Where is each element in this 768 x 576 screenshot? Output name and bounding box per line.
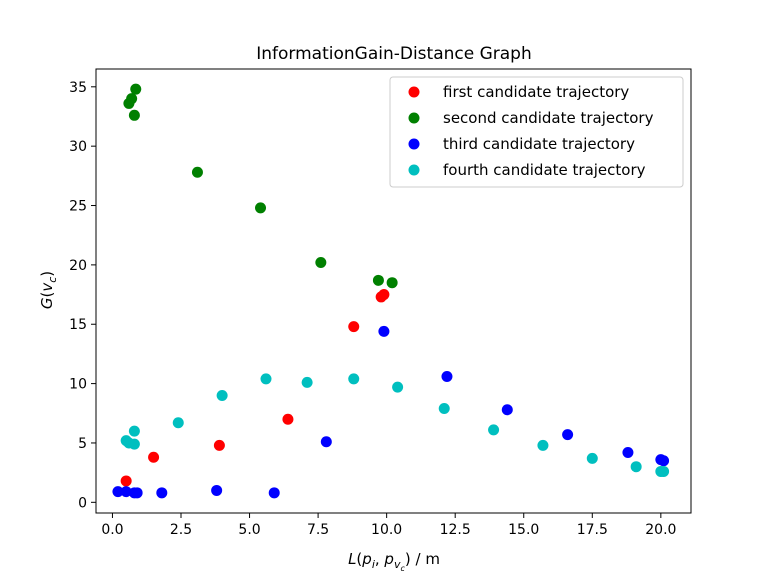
y-tick-label-1: 0	[78, 495, 87, 511]
series-3-point-6	[211, 484, 223, 496]
series-4-point-10	[392, 381, 404, 393]
y-label-close: )	[38, 271, 56, 277]
legend-label-4: fourth candidate trajectory	[443, 161, 646, 179]
y-tick-label-3: 10	[69, 377, 87, 393]
x-tick-label-5: 10.0	[371, 522, 402, 538]
x-axis-label: L(pi, pvc) / m	[348, 550, 440, 573]
x-label-b-subsub: c	[400, 564, 405, 573]
series-4-point-12	[488, 424, 500, 436]
y-label-a-sub: c	[46, 277, 59, 283]
series-3-point-10	[441, 370, 453, 382]
x-label-b-sub: v	[394, 558, 401, 571]
series-3-point-2	[120, 486, 132, 498]
y-tick-label-6: 25	[69, 199, 87, 215]
x-tick-label-6: 12.5	[440, 522, 471, 538]
series-4-point-3	[128, 438, 140, 450]
series-2-point-4	[130, 83, 142, 95]
legend-marker-2	[408, 112, 420, 124]
series-2-point-6	[255, 202, 267, 214]
series-1-point-2	[148, 451, 160, 463]
series-4-point-11	[438, 403, 450, 415]
series-4-point-6	[216, 389, 228, 401]
x-label-a: p	[361, 550, 372, 568]
series-4-point-8	[301, 376, 313, 388]
series-1-point-4	[282, 413, 294, 425]
y-axis-label: G(vc)	[38, 271, 59, 309]
series-2-point-8	[372, 274, 384, 286]
y-label-open: (	[38, 292, 56, 298]
series-3-point-1	[112, 486, 124, 498]
series-3-point-11	[501, 404, 513, 416]
y-tick-label-8: 35	[69, 80, 87, 96]
x-tick-label-1: 0.0	[101, 522, 123, 538]
legend-marker-3	[408, 138, 420, 150]
series-2-point-5	[191, 166, 203, 178]
x-tick-label-4: 7.5	[307, 522, 329, 538]
series-2-point-2	[126, 93, 138, 105]
x-tick-label-2: 2.5	[170, 522, 192, 538]
y-tick-label-5: 20	[69, 258, 87, 274]
series-4-point-13	[537, 439, 549, 451]
series-4-point-9	[348, 373, 360, 385]
x-label-unit: / m	[411, 550, 440, 568]
legend-label-1: first candidate trajectory	[443, 83, 629, 101]
chart-title: InformationGain-Distance Graph	[256, 44, 532, 64]
x-label-a-sub: i	[372, 558, 375, 571]
series-4-point-5	[172, 417, 184, 429]
x-label-sep: ,	[375, 550, 385, 568]
x-label-b: p	[383, 550, 394, 568]
x-tick-label-7: 15.0	[508, 522, 539, 538]
axes-frame	[95, 68, 692, 514]
series-3-point-5	[156, 487, 168, 499]
legend-label-2: second candidate trajectory	[443, 109, 654, 127]
series-1-point-3	[213, 439, 225, 451]
y-label-a: v	[38, 282, 56, 292]
series-2-point-9	[386, 277, 398, 289]
y-label-base: G	[38, 298, 56, 310]
series-3-point-7	[268, 487, 280, 499]
x-label-base: L	[348, 550, 356, 568]
axes: 0.0 2.5 5.0 7.5 10.0 12.5 15.0 17.5 20.0 0 5 10 15 20…	[69, 68, 692, 538]
series-3-point-8	[320, 436, 332, 448]
legend-label-3: third candidate trajectory	[443, 135, 635, 153]
series-3-point-15	[658, 455, 670, 467]
series-3-point-12	[562, 429, 574, 441]
plot-area	[112, 83, 670, 499]
y-tick-label-7: 30	[69, 139, 87, 155]
series-4-point-7	[260, 373, 272, 385]
legend-marker-1	[408, 86, 420, 98]
x-tick-label-3: 5.0	[238, 522, 260, 538]
series-4-point-17	[658, 465, 670, 477]
series-1-point-7	[378, 289, 390, 301]
series-4-point-4	[128, 425, 140, 437]
x-label-close: )	[405, 550, 411, 568]
series-4-point-15	[630, 461, 642, 473]
x-tick-label-8: 17.5	[577, 522, 608, 538]
series-3-point-4	[131, 487, 143, 499]
legend-marker-4	[408, 164, 420, 176]
series-1-point-1	[120, 475, 132, 487]
series-3-point-9	[378, 325, 390, 337]
x-label-open: (	[356, 550, 362, 568]
series-4-point-14	[586, 452, 598, 464]
x-tick-label-9: 20.0	[645, 522, 676, 538]
y-tick-label-4: 15	[69, 317, 87, 333]
legend: first candidate trajectory second candida…	[389, 76, 684, 188]
series-1-point-5	[348, 321, 360, 333]
y-tick-label-2: 5	[78, 436, 87, 452]
series-3-point-13	[622, 446, 634, 458]
legend-box	[389, 76, 684, 188]
series-2-point-3	[128, 109, 140, 121]
series-2-point-7	[315, 257, 327, 269]
